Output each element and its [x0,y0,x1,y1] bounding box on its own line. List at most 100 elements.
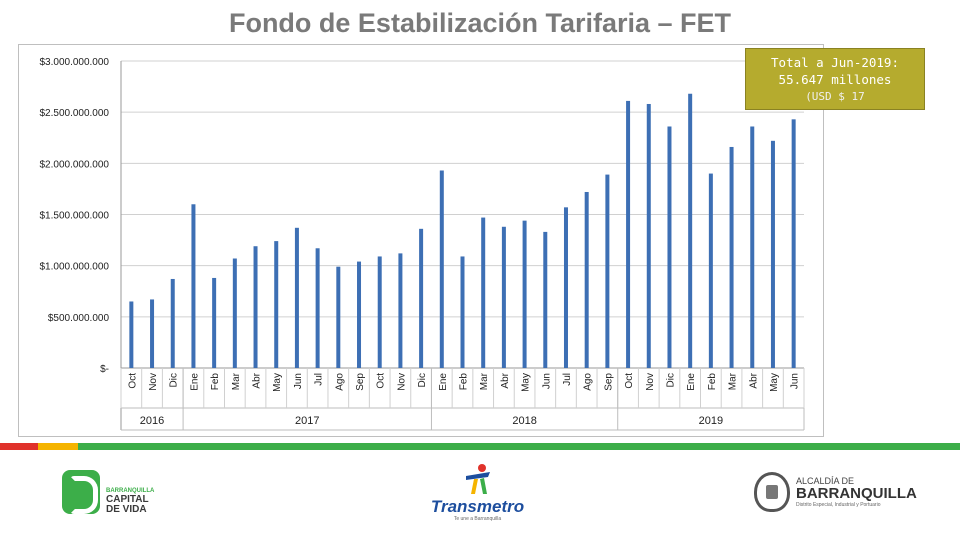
alcaldia-small: ALCALDÍA DE [796,476,855,486]
category-label: Ago [583,373,594,391]
alcaldia-logo: ALCALDÍA DE BARRANQUILLA Distrito Especi… [754,470,917,516]
category-label: Nov [645,373,656,391]
alcaldia-tagline: Distrito Especial, Industrial y Portuari… [796,502,881,508]
category-label: Feb [459,373,470,391]
bar [501,226,506,368]
bar [129,301,134,368]
transmetro-figure-icon [466,464,490,494]
bar [357,261,362,368]
category-label: Abr [252,372,263,388]
category-label: Jul [314,373,325,386]
bar [253,246,258,368]
category-label: Mar [231,372,242,390]
alcaldia-seal-icon [754,472,790,512]
bar [605,174,610,368]
y-tick-label: $500.000.000 [48,313,110,324]
category-label: May [769,373,780,392]
category-label: Sep [355,373,366,391]
category-label: Jun [541,373,552,389]
bar [667,126,672,368]
bar [688,93,693,368]
category-label: Dic [417,373,428,387]
alcaldia-main: BARRANQUILLA [796,485,917,502]
category-label: Abr [748,372,759,388]
bar [336,266,341,368]
bar [584,191,589,368]
bar [770,140,775,368]
bar [419,228,424,368]
category-label: Mar [479,372,490,390]
bar [274,241,279,368]
stripe-red [0,443,38,450]
category-label: Nov [396,373,407,391]
category-label: Jun [293,373,304,389]
category-label: May [272,373,283,392]
category-label: May [521,373,532,392]
group-label: 2017 [295,415,319,427]
category-label: Oct [376,373,387,389]
bar [791,119,796,368]
bar-chart: $- $500.000.000 $1.000.000.000 $1.500.000.0… [39,57,805,431]
bar [232,258,237,368]
bar [481,217,486,368]
category-label: Dic [169,373,180,387]
category-label: Ene [189,373,200,391]
y-tick-label: $1.500.000.000 [39,211,109,222]
logo-left-main-2: DE VIDA [106,504,147,515]
bar [439,170,444,368]
callout-line-3: (USD $ 17 [805,90,865,103]
transmetro-name: Transmetro [430,497,525,516]
capital-de-vida-mark-icon [62,470,100,514]
bar [522,220,527,368]
category-label: Dic [665,373,676,387]
category-label: Nov [148,373,159,391]
page-title: Fondo de Estabilización Tarifaria – FET [228,8,732,38]
category-label: Mar [728,372,739,390]
category-label: Feb [210,373,221,391]
category-label: Oct [624,373,635,389]
chart-frame: $- $500.000.000 $1.000.000.000 $1.500.000.0… [18,44,824,437]
logo-left-main: CAPITAL DE VIDA [106,495,149,515]
category-label: Ene [438,373,449,391]
stripe-green [78,443,960,450]
bar [191,204,196,368]
bar [377,256,382,368]
bar [729,146,734,368]
category-label: Abr [500,372,511,388]
transmetro-logo: Transmetro Te une a Barranquilla [420,462,535,524]
bar [646,103,651,369]
category-label: Ago [334,373,345,391]
transmetro-tagline: Te une a Barranquilla [453,516,502,522]
y-tick-label: $- [100,364,109,375]
category-label: Ene [686,373,697,391]
category-label: Oct [127,373,138,389]
y-tick-label: $1.000.000.000 [39,262,109,273]
y-tick-label: $2.000.000.000 [39,159,109,170]
stripe-yellow [38,443,78,450]
bar [563,207,568,368]
bar [212,277,217,368]
bar [170,278,175,368]
bar [150,299,155,368]
bar [460,256,465,368]
category-label: Feb [707,373,718,391]
total-callout: Total a Jun-2019: 55.647 millones (USD $… [745,48,925,110]
group-label: 2016 [140,415,164,427]
bar [708,173,713,368]
category-label: Sep [603,373,614,391]
bar [543,231,548,368]
bar [315,248,320,368]
logo-left-main-1: CAPITAL [106,494,149,505]
bar [398,253,403,368]
group-label: 2019 [699,415,723,427]
category-label: Jun [790,373,801,389]
bar [750,126,755,368]
callout-line-1: Total a Jun-2019: [771,55,899,70]
category-label: Jul [562,373,573,386]
callout-line-2: 55.647 millones [778,72,892,87]
y-tick-label: $2.500.000.000 [39,108,109,119]
bar [294,227,299,368]
capital-de-vida-logo: BARRANQUILLA CAPITAL DE VIDA [62,470,162,516]
y-tick-label: $3.000.000.000 [39,57,109,68]
logo-left-small: BARRANQUILLA [106,488,155,494]
